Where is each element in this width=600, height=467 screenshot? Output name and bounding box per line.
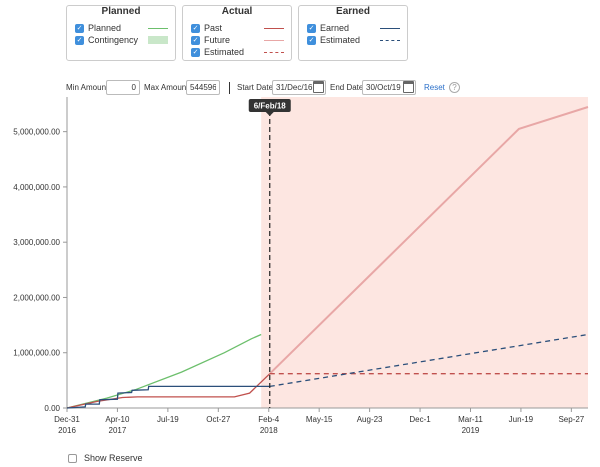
legend-past-label: Past <box>204 23 223 33</box>
y-tick-label: 1,000,000.00 <box>13 349 60 358</box>
checkbox-contingency[interactable]: ✓ <box>75 35 84 45</box>
legend-planned-group: Planned ✓ Planned ✓ Contingency <box>66 5 176 61</box>
start-date-calendar-icon[interactable] <box>313 81 324 93</box>
y-tick-label: 5,000,000.00 <box>13 128 60 137</box>
legend-contingency-label: Contingency <box>88 35 139 45</box>
legend-earned-swatch <box>380 28 400 29</box>
legend-actual-group: Actual ✓ Past ✓ Future ✓ Estimated <box>182 5 292 61</box>
legend-contingency-row[interactable]: ✓ Contingency <box>75 34 138 46</box>
x-tick-label: Mar-11 <box>458 415 483 424</box>
legend-planned-label: Planned <box>88 23 122 33</box>
series-line-earned <box>66 385 270 409</box>
legend-earned-estimated-swatch <box>380 40 400 41</box>
y-tick-label: 4,000,000.00 <box>13 183 60 192</box>
legend-past-row[interactable]: ✓ Past <box>191 22 222 34</box>
max-amount-label: Max Amount <box>144 83 189 92</box>
future-region <box>261 97 588 408</box>
checkbox-earned[interactable]: ✓ <box>307 23 316 33</box>
legend-past-swatch <box>264 28 284 29</box>
start-date-input[interactable] <box>272 80 326 95</box>
checkbox-past[interactable]: ✓ <box>191 23 200 33</box>
start-date-label: Start Date <box>237 83 274 92</box>
show-reserve-label: Show Reserve <box>84 453 143 463</box>
x-tick-label: Jul-19 <box>157 415 179 424</box>
legend-earned-row[interactable]: ✓ Earned <box>307 22 349 34</box>
end-date-input[interactable] <box>362 80 416 95</box>
x-tick-label: Feb-4 <box>258 415 279 424</box>
legend-planned-row[interactable]: ✓ Planned <box>75 22 121 34</box>
x-tick-year-label: 2018 <box>260 426 278 435</box>
x-tick-label: Sep-27 <box>558 415 584 424</box>
legend-earned-label: Earned <box>320 23 350 33</box>
series-line-future <box>269 106 589 375</box>
x-tick-year-label: 2017 <box>109 426 127 435</box>
show-reserve-toggle[interactable]: Show Reserve <box>68 453 143 463</box>
end-date-calendar-icon[interactable] <box>403 81 414 93</box>
x-tick-year-label: 2016 <box>58 426 76 435</box>
x-tick-label: May-15 <box>306 415 333 424</box>
legend-actual-estimated-swatch <box>264 52 284 53</box>
reset-link[interactable]: Reset <box>424 83 445 92</box>
show-reserve-checkbox[interactable] <box>68 453 77 463</box>
checkbox-future[interactable]: ✓ <box>191 35 200 45</box>
legend-future-row[interactable]: ✓ Future <box>191 34 230 46</box>
y-tick-label: 0.00 <box>44 404 60 413</box>
legend-actual-estimated-row[interactable]: ✓ Estimated <box>191 46 244 58</box>
checkbox-actual-estimated[interactable]: ✓ <box>191 47 200 57</box>
x-tick-label: Oct-27 <box>206 415 231 424</box>
x-tick-label: Jun-19 <box>509 415 534 424</box>
x-tick-label: Dec-1 <box>409 415 431 424</box>
legend-earned-estimated-row[interactable]: ✓ Estimated <box>307 34 360 46</box>
series-line-planned <box>66 333 262 409</box>
end-date-label: End Date <box>330 83 364 92</box>
x-tick-label: Apr-10 <box>105 415 130 424</box>
s-curve-chart: 0.00 1,000,000.00 2,000,000.00 3,000,000.00… <box>13 97 589 435</box>
x-tick-label: Aug-23 <box>357 415 383 424</box>
max-amount-input[interactable] <box>186 80 220 95</box>
today-marker-label: 6/Feb/18 <box>254 102 287 111</box>
controls-separator <box>229 82 230 94</box>
x-tick-label: Dec-31 <box>54 415 80 424</box>
question-circle-icon[interactable]: ? <box>449 82 460 93</box>
y-tick-label: 2,000,000.00 <box>13 293 60 302</box>
legend-contingency-swatch <box>148 36 168 44</box>
today-marker-pointer <box>265 112 274 116</box>
legend-earned-estimated-label: Estimated <box>320 35 361 45</box>
legend-actual-estimated-label: Estimated <box>204 47 245 57</box>
y-tick-label: 3,000,000.00 <box>13 238 60 247</box>
x-tick-year-label: 2019 <box>462 426 480 435</box>
checkbox-planned[interactable]: ✓ <box>75 23 84 33</box>
legend-planned-title: Planned <box>101 6 141 17</box>
min-amount-input[interactable] <box>106 80 140 95</box>
legend-earned-title: Earned <box>336 6 370 17</box>
legend-future-label: Future <box>204 35 231 45</box>
legend-planned-swatch <box>148 28 168 29</box>
filter-controls: Min Amount Max Amount Start Date End Dat… <box>0 80 600 96</box>
series-line-past <box>66 373 271 409</box>
min-amount-label: Min Amount <box>66 83 109 92</box>
legend-future-swatch <box>264 40 284 41</box>
legend-earned-group: Earned ✓ Earned ✓ Estimated <box>298 5 408 61</box>
legend-actual-title: Actual <box>221 6 253 17</box>
checkbox-earned-estimated[interactable]: ✓ <box>307 35 316 45</box>
today-marker-badge <box>248 99 291 112</box>
